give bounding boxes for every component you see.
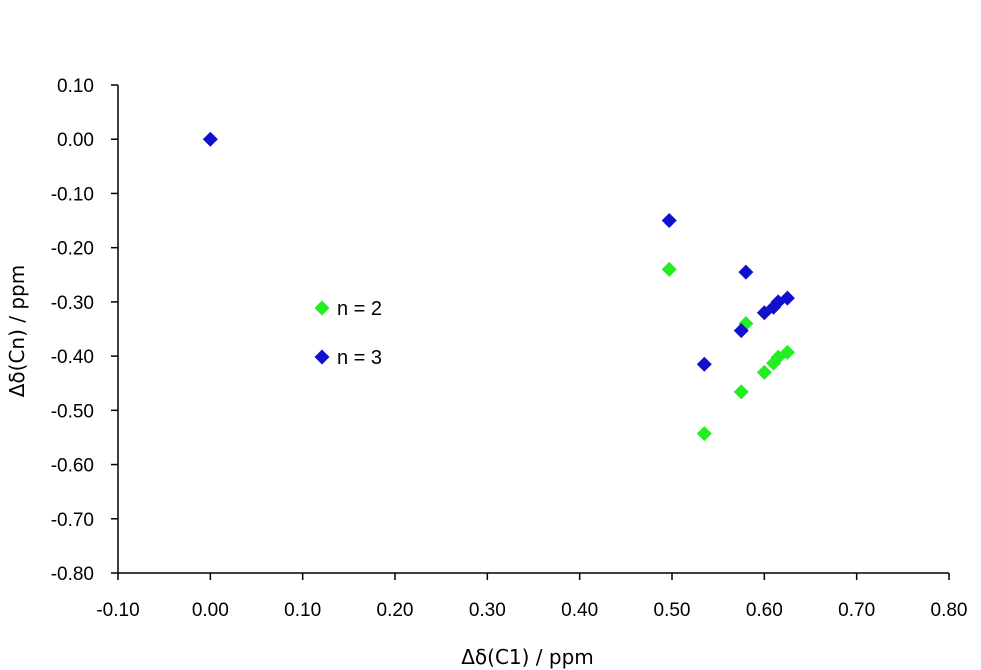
x-tick-label: 0.30 <box>469 600 506 621</box>
x-tick-label: 0.60 <box>746 600 783 621</box>
legend-marker <box>314 349 330 365</box>
y-tick-label: -0.70 <box>51 510 94 531</box>
legend: n = 2 n = 3 <box>314 298 382 369</box>
y-axis-title: Δδ(Cn) / ppm <box>5 265 29 398</box>
y-axis-ticks: 0.10 0.00 -0.10 -0.20 -0.30 -0.40 -0.50 -0.60 -0… <box>51 76 118 585</box>
x-tick-label: 0.40 <box>561 600 598 621</box>
legend-marker <box>314 300 330 316</box>
x-tick-label: 0.20 <box>377 600 414 621</box>
data-point-n3 <box>661 213 677 229</box>
y-tick-label: -0.80 <box>51 564 94 585</box>
data-point-n2 <box>779 344 795 360</box>
y-tick-label: -0.10 <box>51 184 94 205</box>
legend-label: n = 3 <box>337 347 382 369</box>
plot-area: 0.10 0.00 -0.10 -0.20 -0.30 -0.40 -0.50 -0.60 -0… <box>51 76 968 621</box>
x-tick-label: 0.00 <box>192 600 229 621</box>
data-point-n3 <box>779 290 795 306</box>
y-tick-label: -0.60 <box>51 456 94 477</box>
x-axis-ticks: -0.10 0.00 0.10 0.20 0.30 0.40 0.50 0.60 0.70 0.8… <box>96 573 967 621</box>
x-tick-label: 0.50 <box>654 600 691 621</box>
data-point-n2 <box>756 364 772 380</box>
y-tick-label: -0.30 <box>51 293 94 314</box>
data-point-n3 <box>696 356 712 372</box>
data-point-n3 <box>202 131 218 147</box>
data-point-n3 <box>733 323 749 339</box>
x-tick-label: -0.10 <box>96 600 139 621</box>
data-point-n2 <box>696 426 712 442</box>
x-tick-label: 0.80 <box>931 600 968 621</box>
data-point-n2 <box>661 261 677 277</box>
x-axis-title: Δδ(C1) / ppm <box>461 645 594 669</box>
y-tick-label: -0.20 <box>51 239 94 260</box>
x-tick-label: 0.70 <box>838 600 875 621</box>
data-point-n3 <box>738 264 754 280</box>
y-tick-label: 0.00 <box>57 130 94 151</box>
legend-label: n = 2 <box>337 298 382 320</box>
data-point-n2 <box>733 384 749 400</box>
y-tick-label: -0.50 <box>51 401 94 422</box>
x-tick-label: 0.10 <box>284 600 321 621</box>
data-points <box>202 131 795 442</box>
y-tick-label: -0.40 <box>51 347 94 368</box>
y-tick-label: 0.10 <box>57 76 94 97</box>
